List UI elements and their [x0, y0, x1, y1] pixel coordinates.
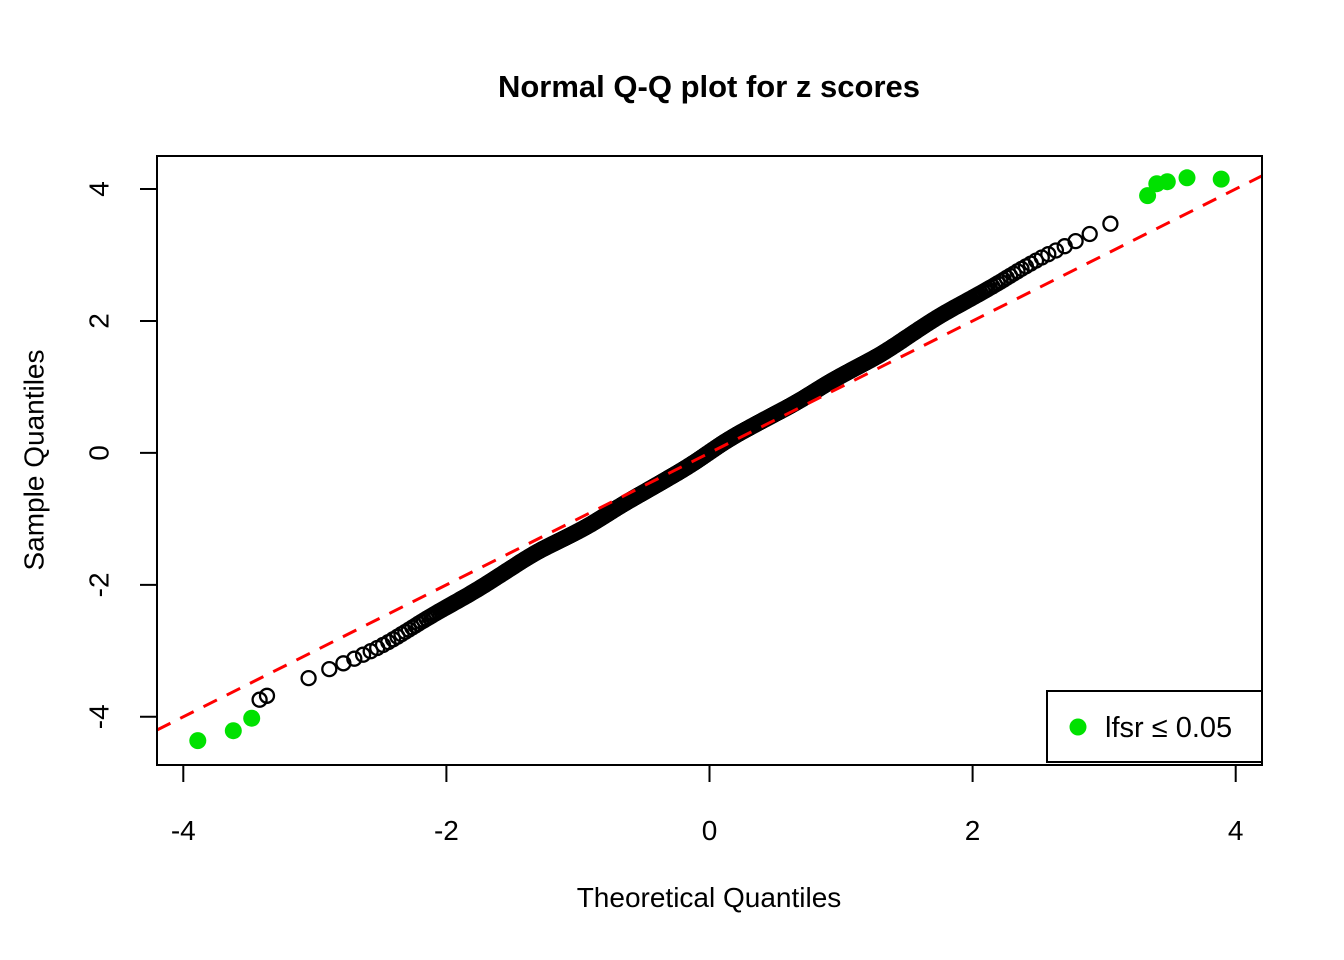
- qq-point: [1102, 215, 1119, 232]
- x-tick-label: 0: [702, 815, 718, 846]
- legend-layer: lfsr ≤ 0.05: [1046, 690, 1263, 763]
- y-tick-label: 2: [84, 313, 115, 329]
- x-tick-label: 2: [965, 815, 981, 846]
- qq-point: [346, 650, 363, 667]
- qq-point: [354, 646, 372, 663]
- significant-point: [1139, 187, 1157, 205]
- qq-point: [1067, 232, 1084, 250]
- x-tick-label: 4: [1228, 815, 1244, 846]
- x-tick-label: -4: [171, 815, 196, 846]
- qq-point: [300, 669, 317, 687]
- axes-layer: -4 -2 0 2 4 -4 -2 0 2 4: [84, 155, 1263, 846]
- significant-point: [1212, 170, 1230, 188]
- x-axis-label: Theoretical Quantiles: [577, 882, 842, 913]
- qq-point: [1040, 246, 1057, 263]
- y-tick-label: -2: [84, 572, 115, 597]
- significant-point: [224, 722, 242, 740]
- x-tick-label: -2: [434, 815, 459, 846]
- y-tick-label: 4: [84, 181, 115, 197]
- significant-points-layer: [189, 169, 1230, 750]
- legend-marker-icon: [1069, 718, 1087, 736]
- qq-points-layer: [251, 215, 1119, 708]
- y-tick-label: -4: [84, 704, 115, 729]
- qq-point: [321, 660, 338, 678]
- y-axis-label: Sample Quantiles: [19, 349, 50, 570]
- qq-point: [1047, 242, 1065, 259]
- chart-title: Normal Q-Q plot for z scores: [498, 69, 920, 104]
- significant-point: [1178, 169, 1196, 187]
- qq-point: [251, 691, 268, 708]
- significant-point: [243, 709, 261, 727]
- significant-point: [189, 732, 207, 750]
- y-tick-label: 0: [84, 445, 115, 461]
- significant-point: [1158, 173, 1176, 191]
- qq-point: [1081, 225, 1098, 243]
- legend-label: lfsr ≤ 0.05: [1105, 712, 1232, 744]
